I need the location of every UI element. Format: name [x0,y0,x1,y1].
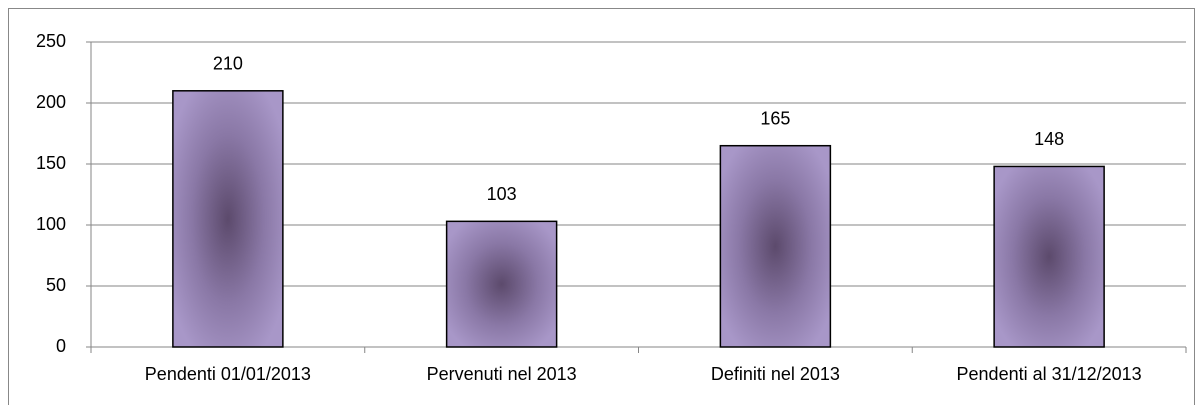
data-label: 103 [487,184,517,204]
bar [172,90,284,348]
y-tick-label: 150 [36,153,66,173]
y-tick-label: 100 [36,214,66,234]
y-tick-label: 250 [36,31,66,51]
bar [993,165,1105,348]
x-tick-label: Pervenuti nel 2013 [427,364,577,384]
data-label: 165 [760,108,790,128]
y-tick-label: 50 [46,275,66,295]
chart-border [8,8,1195,405]
data-label: 148 [1034,129,1064,149]
data-label: 210 [213,54,243,74]
x-tick-label: Definiti nel 2013 [711,364,840,384]
bar [445,220,558,348]
x-tick-label: Pendenti al 31/12/2013 [957,364,1142,384]
bar [719,144,832,348]
x-tick-label: Pendenti 01/01/2013 [145,364,311,384]
y-tick-label: 0 [56,336,66,356]
y-tick-label: 200 [36,92,66,112]
